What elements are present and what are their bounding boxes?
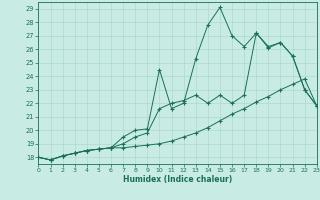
X-axis label: Humidex (Indice chaleur): Humidex (Indice chaleur) (123, 175, 232, 184)
